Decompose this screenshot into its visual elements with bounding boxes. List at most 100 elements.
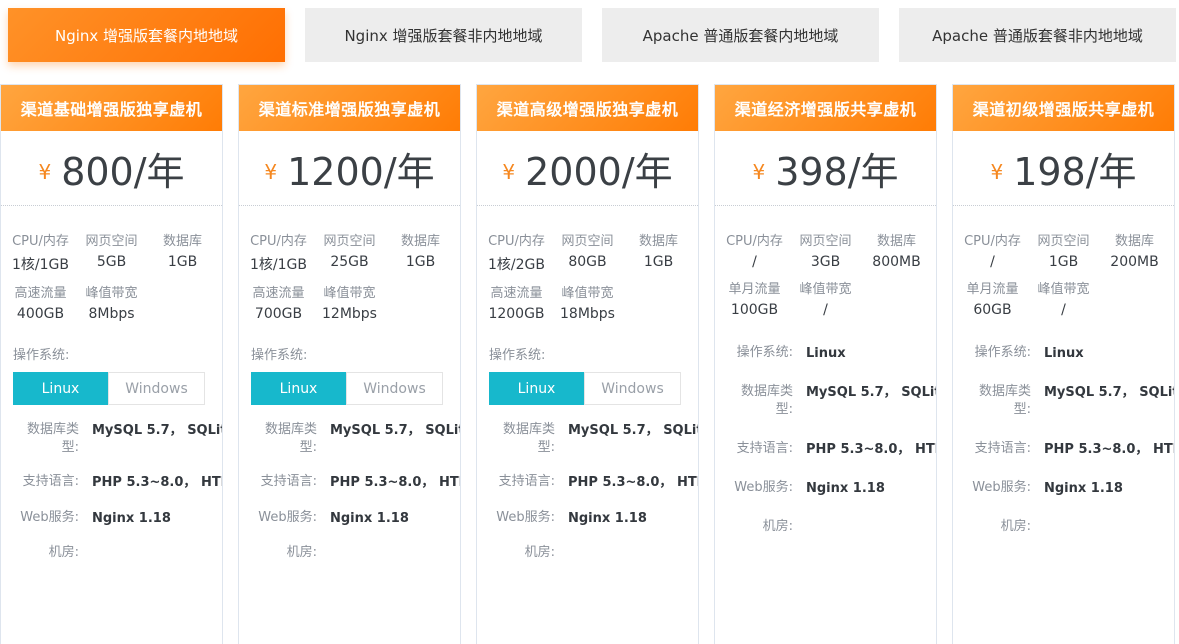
detail-value: MySQL 5.7， SQLite bbox=[568, 423, 699, 438]
spec-label: CPU/内存 bbox=[964, 234, 1021, 249]
spec-label: CPU/内存 bbox=[488, 234, 545, 249]
price-amount: 198/年 bbox=[1013, 149, 1137, 194]
detail-row-db-type: 数据库类型: MySQL 5.7， SQLite bbox=[489, 421, 698, 457]
dotted-divider bbox=[715, 205, 936, 206]
spec-label: 峰值带宽 bbox=[561, 286, 614, 301]
linux-toggle-button[interactable]: Linux bbox=[489, 372, 584, 405]
dotted-divider bbox=[1, 205, 222, 206]
detail-label: Web服务: bbox=[258, 509, 317, 525]
detail-row-db-type: 数据库类型: MySQL 5.7， SQLite bbox=[965, 383, 1174, 419]
linux-toggle-button[interactable]: Linux bbox=[13, 372, 108, 405]
spec-label: 峰值带宽 bbox=[323, 286, 376, 301]
detail-label: Web服务: bbox=[734, 479, 793, 495]
detail-row-web-service: Web服务: Nginx 1.18 bbox=[13, 509, 214, 528]
detail-label: Web服务: bbox=[496, 509, 555, 525]
price-amount: 800/年 bbox=[61, 149, 185, 194]
spec-value: 1核/1GB bbox=[250, 257, 307, 273]
spec-value: / bbox=[752, 254, 757, 270]
spec-value: 800MB bbox=[872, 254, 921, 270]
tab-nginx-enhanced-non-mainland[interactable]: Nginx 增强版套餐非内地地域 bbox=[305, 8, 582, 62]
spec-label: 峰值带宽 bbox=[85, 286, 138, 301]
windows-toggle-button[interactable]: Windows bbox=[108, 372, 205, 405]
spec-label: 数据库 bbox=[400, 234, 440, 249]
detail-label: 机房: bbox=[48, 544, 79, 560]
windows-toggle-button[interactable]: Windows bbox=[346, 372, 443, 405]
card-title: 渠道初级增强版共享虚机 bbox=[953, 85, 1174, 131]
detail-row-datacenter: 机房: bbox=[13, 544, 214, 562]
os-toggle: Linux Windows bbox=[489, 372, 681, 405]
detail-row-languages: 支持语言: PHP 5.3~8.0， HTM... bbox=[489, 473, 698, 492]
spec-value: 1核/1GB bbox=[12, 257, 69, 273]
plan-tab-bar: Nginx 增强版套餐内地地域 Nginx 增强版套餐非内地地域 Apache … bbox=[0, 0, 1179, 62]
detail-label: 支持语言: bbox=[498, 474, 555, 490]
card-price: ¥ 2000/年 bbox=[477, 131, 698, 205]
detail-label: 支持语言: bbox=[260, 474, 317, 490]
detail-row-datacenter: 机房: bbox=[251, 544, 452, 562]
detail-value: PHP 5.3~8.0， HTM... bbox=[330, 475, 460, 491]
detail-value: Nginx 1.18 bbox=[806, 480, 885, 496]
spec-value: 400GB bbox=[16, 306, 65, 322]
tab-nginx-enhanced-mainland[interactable]: Nginx 增强版套餐内地地域 bbox=[8, 8, 285, 62]
detail-list: 数据库类型: MySQL 5.7， SQLite 支持语言: PHP 5.3~8… bbox=[1, 405, 222, 562]
detail-value: MySQL 5.7， SQLite bbox=[330, 423, 461, 438]
spec-grid: CPU/内存 网页空间 数据库 / 3GB 800MB 单月流量 峰值带宽 10… bbox=[715, 206, 936, 328]
spec-label: 高速流量 bbox=[252, 286, 305, 301]
os-toggle: Linux Windows bbox=[251, 372, 443, 405]
detail-label: 机房: bbox=[286, 544, 317, 560]
detail-value: Nginx 1.18 bbox=[1044, 480, 1123, 496]
spec-value: 1核/2GB bbox=[488, 257, 545, 273]
spec-value: 80GB bbox=[568, 254, 607, 270]
card-price: ¥ 398/年 bbox=[715, 131, 936, 205]
detail-value: Linux bbox=[1044, 346, 1084, 361]
detail-row-datacenter: 机房: bbox=[489, 544, 690, 562]
spec-value: 200MB bbox=[1110, 254, 1159, 270]
spec-label: CPU/内存 bbox=[12, 234, 69, 249]
detail-row-db-type: 数据库类型: MySQL 5.7， SQLite bbox=[13, 421, 222, 457]
spec-label: 数据库 bbox=[876, 234, 916, 249]
spec-value: / bbox=[823, 302, 828, 318]
spec-label: 高速流量 bbox=[14, 286, 67, 301]
detail-row-db-type: 数据库类型: MySQL 5.7， SQLite bbox=[727, 383, 936, 419]
tab-apache-standard-non-mainland[interactable]: Apache 普通版套餐非内地地域 bbox=[899, 8, 1176, 62]
detail-row-web-service: Web服务: Nginx 1.18 bbox=[251, 509, 452, 528]
spec-value: 100GB bbox=[730, 302, 779, 318]
spec-label: 峰值带宽 bbox=[1037, 282, 1090, 297]
spec-label: 网页空间 bbox=[561, 234, 614, 249]
detail-row-languages: 支持语言: PHP 5.3~8.0， HTM... bbox=[251, 473, 460, 492]
spec-value: 1GB bbox=[1048, 254, 1079, 270]
spec-label: 网页空间 bbox=[1037, 234, 1090, 249]
yen-symbol: ¥ bbox=[752, 160, 766, 184]
spec-label: 数据库 bbox=[1114, 234, 1154, 249]
os-label: 操作系统: bbox=[13, 348, 70, 363]
spec-value: 18Mbps bbox=[560, 306, 615, 322]
spec-label: 高速流量 bbox=[490, 286, 543, 301]
detail-label: 机房: bbox=[524, 544, 555, 560]
yen-symbol: ¥ bbox=[38, 160, 52, 184]
price-amount: 2000/年 bbox=[525, 149, 673, 194]
detail-value: MySQL 5.7， SQLite bbox=[806, 385, 937, 401]
detail-value: MySQL 5.7， SQLite bbox=[1044, 385, 1175, 401]
card-title: 渠道基础增强版独享虚机 bbox=[1, 85, 222, 131]
spec-value: 3GB bbox=[810, 254, 841, 270]
spec-value: / bbox=[990, 254, 995, 270]
spec-label: CPU/内存 bbox=[250, 234, 307, 249]
detail-row-languages: 支持语言: PHP 5.3~8.0， HTM... bbox=[727, 440, 936, 459]
yen-symbol: ¥ bbox=[264, 160, 278, 184]
detail-label: 操作系统: bbox=[974, 345, 1031, 360]
spec-value: 25GB bbox=[330, 254, 369, 270]
dotted-divider bbox=[239, 205, 460, 206]
detail-label: Web服务: bbox=[972, 479, 1031, 495]
windows-toggle-button[interactable]: Windows bbox=[584, 372, 681, 405]
detail-value: PHP 5.3~8.0， HTM... bbox=[92, 475, 222, 491]
detail-value: Nginx 1.18 bbox=[568, 510, 647, 526]
linux-toggle-button[interactable]: Linux bbox=[251, 372, 346, 405]
spec-label: 网页空间 bbox=[799, 234, 852, 249]
detail-row-web-service: Web服务: Nginx 1.18 bbox=[489, 509, 690, 528]
spec-value: 8Mbps bbox=[88, 306, 135, 322]
detail-list: 操作系统: Linux 数据库类型: MySQL 5.7， SQLite 支持语… bbox=[715, 328, 936, 536]
detail-list: 数据库类型: MySQL 5.7， SQLite 支持语言: PHP 5.3~8… bbox=[239, 405, 460, 562]
detail-label: 数据库类型: bbox=[26, 422, 79, 456]
tab-apache-standard-mainland[interactable]: Apache 普通版套餐内地地域 bbox=[602, 8, 879, 62]
card-price: ¥ 198/年 bbox=[953, 131, 1174, 205]
spec-grid: CPU/内存 网页空间 数据库 1核/2GB 80GB 1GB 高速流量 峰值带… bbox=[477, 206, 698, 332]
